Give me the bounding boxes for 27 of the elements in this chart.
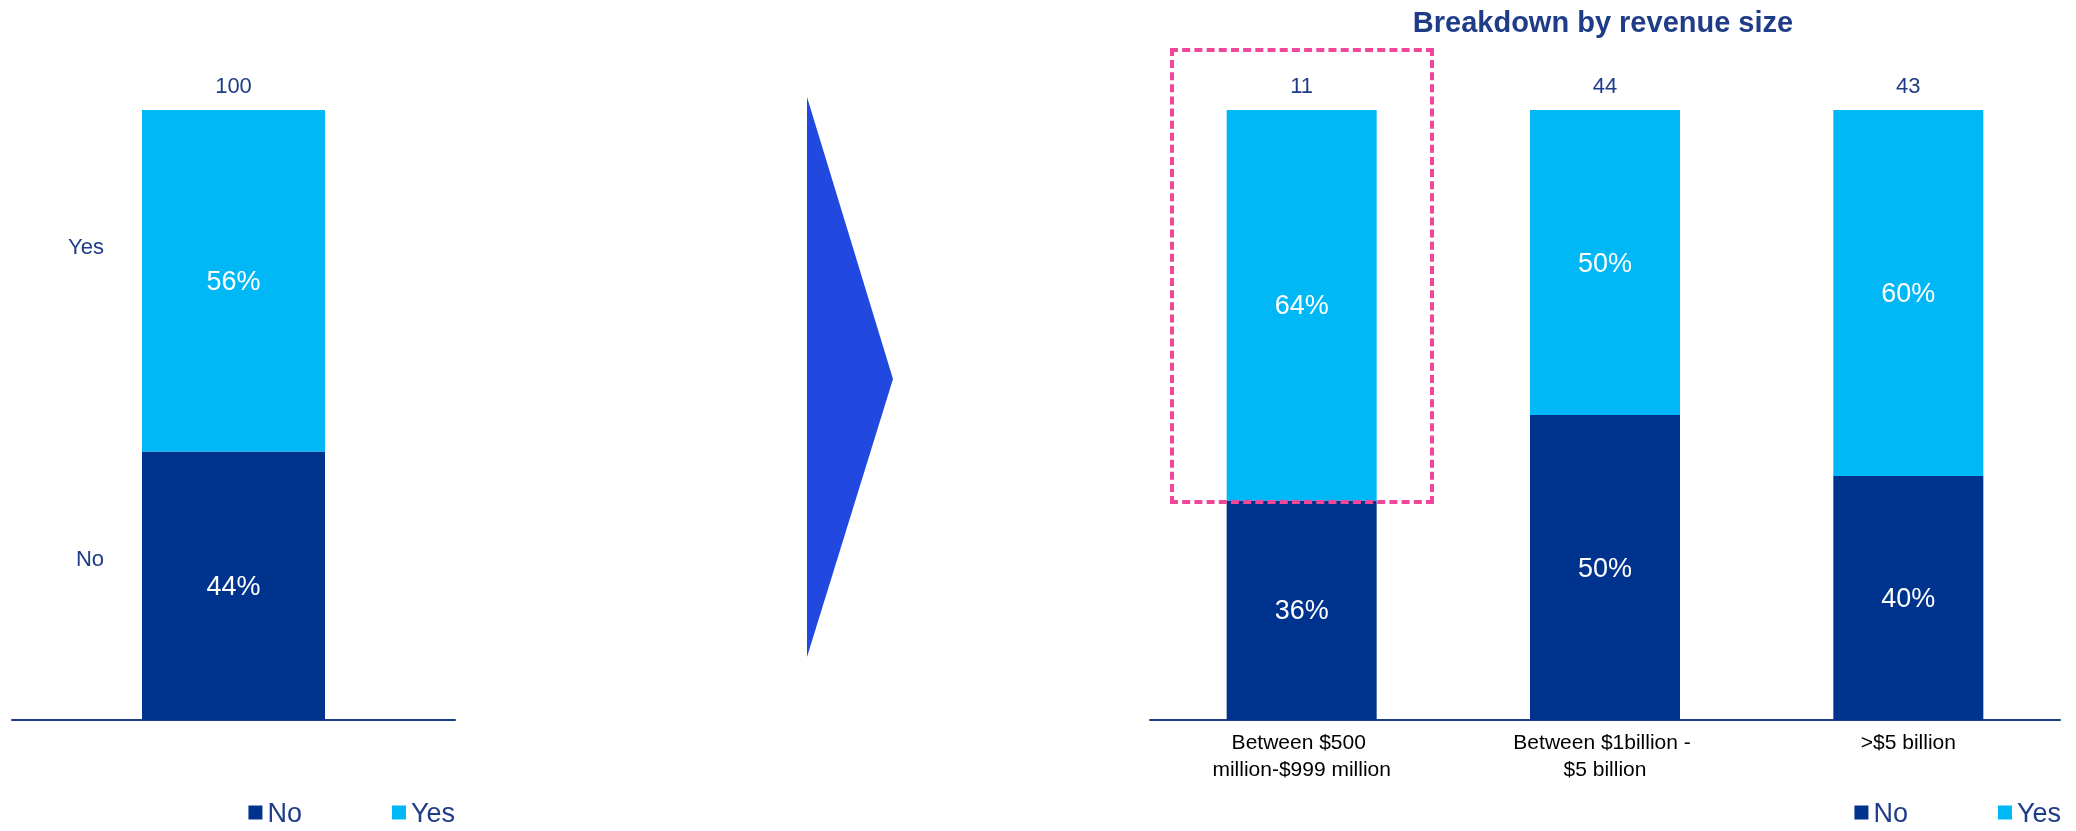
legend-label: No xyxy=(1873,797,1908,828)
annotation: 100 xyxy=(215,72,252,98)
x-tick-label: Between $1billion - $5 billion xyxy=(1513,730,1697,780)
legend-label: No xyxy=(267,797,302,828)
bar xyxy=(1530,415,1680,720)
bar xyxy=(1833,476,1984,720)
legend-label: Yes xyxy=(2016,797,2061,828)
annotation: 43 xyxy=(1896,72,1921,98)
bar xyxy=(1226,500,1377,720)
annotation: 44 xyxy=(1592,72,1618,98)
data-label: 56% xyxy=(206,265,261,296)
bar xyxy=(1833,110,1984,476)
x-tick-label: Between $500 million-$999 million xyxy=(1212,730,1391,780)
data-label: 36% xyxy=(1274,595,1329,626)
data-label: 40% xyxy=(1881,583,1936,613)
annotation: 11 xyxy=(1290,72,1314,98)
data-label: 64% xyxy=(1274,290,1329,321)
data-label: 50% xyxy=(1577,247,1633,278)
data-label: 60% xyxy=(1881,278,1936,308)
chart-title: Breakdown by revenue size xyxy=(1412,5,1794,38)
data-label: 44% xyxy=(206,570,261,601)
text: No xyxy=(75,546,104,572)
data-label: 50% xyxy=(1577,552,1633,583)
text: Yes xyxy=(68,234,104,260)
x-tick-label: >$5 billion xyxy=(1860,730,1956,753)
bar xyxy=(1530,110,1680,415)
legend-label: Yes xyxy=(410,797,455,828)
